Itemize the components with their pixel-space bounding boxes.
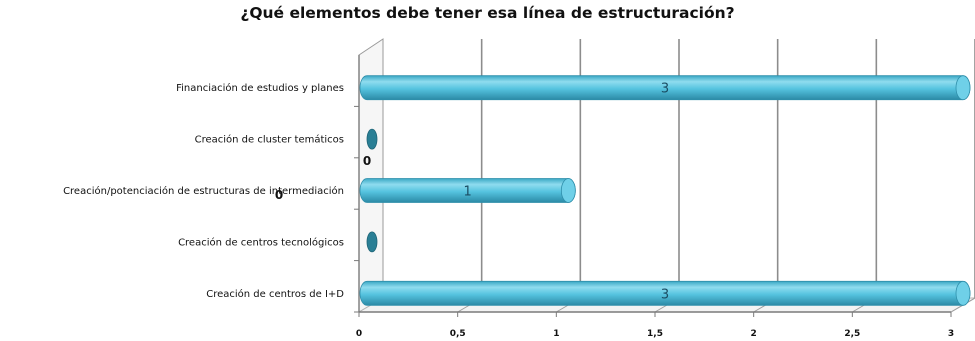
category-label: Creación/potenciación de estructuras de … (63, 185, 344, 197)
x-tick-label: 0 (356, 329, 362, 339)
category-label: Creación de centros tecnológicos (178, 236, 344, 248)
bar-cap (955, 280, 971, 306)
bar-zero-disc (366, 128, 378, 150)
data-label: 1 (464, 185, 472, 200)
x-tick-label: 2,5 (844, 329, 860, 339)
x-tick-label: 1,5 (647, 329, 663, 339)
bar-cap (560, 178, 576, 203)
bar-zero-disc (366, 231, 378, 253)
category-label: Creación de centros de I+D (206, 288, 344, 300)
data-label: 3 (661, 287, 669, 302)
category-label: Creación de cluster temáticos (195, 134, 344, 146)
x-tick-label: 2 (751, 329, 757, 339)
data-label: 3 (661, 82, 669, 97)
category-label: Financiación de estudios y planes (176, 82, 344, 94)
chart-title: ¿Qué elementos debe tener esa línea de e… (240, 4, 735, 22)
x-tick-label: 3 (948, 329, 954, 339)
data-label-zero: 0 (363, 154, 371, 168)
data-label-zero: 0 (275, 188, 283, 202)
x-tick-label: 0,5 (450, 329, 466, 339)
x-tick-label: 1 (553, 329, 559, 339)
bar-cap (955, 75, 971, 101)
